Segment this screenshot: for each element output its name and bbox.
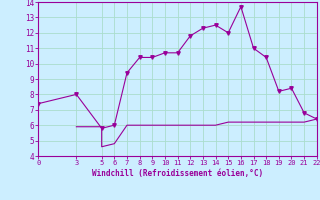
X-axis label: Windchill (Refroidissement éolien,°C): Windchill (Refroidissement éolien,°C)	[92, 169, 263, 178]
